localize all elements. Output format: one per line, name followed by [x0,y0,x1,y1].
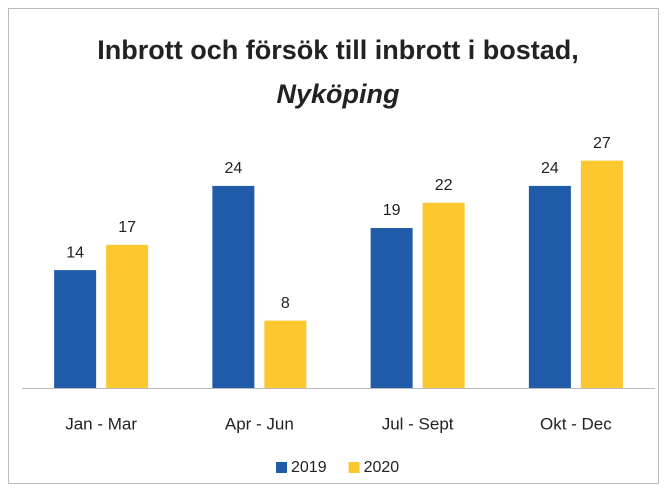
data-label: 27 [593,135,611,152]
data-label: 14 [66,244,84,261]
bar [264,320,307,388]
x-tick-label: Okt - Dec [540,414,612,433]
data-label: 24 [224,160,242,177]
bar [370,228,413,388]
legend-swatch [276,462,287,473]
legend-label: 2019 [291,459,327,476]
x-tick-label: Jan - Mar [65,414,137,433]
bar [580,160,623,388]
bar [106,244,149,388]
x-tick-label: Jul - Sept [382,414,454,433]
data-label: 24 [541,160,559,177]
bar [212,185,255,388]
chart-subtitle: Nyköping [276,79,400,109]
data-label: 8 [281,295,290,312]
data-label: 22 [435,177,453,194]
legend-label: 2020 [364,459,400,476]
legend-swatch [348,462,360,473]
x-tick-label: Apr - Jun [225,414,294,433]
chart-title: Inbrott och försök till inbrott i bostad… [97,35,578,65]
bar [422,202,465,388]
data-label: 19 [383,202,401,219]
bar [528,185,571,388]
bar [54,270,97,388]
data-label: 17 [118,219,136,236]
